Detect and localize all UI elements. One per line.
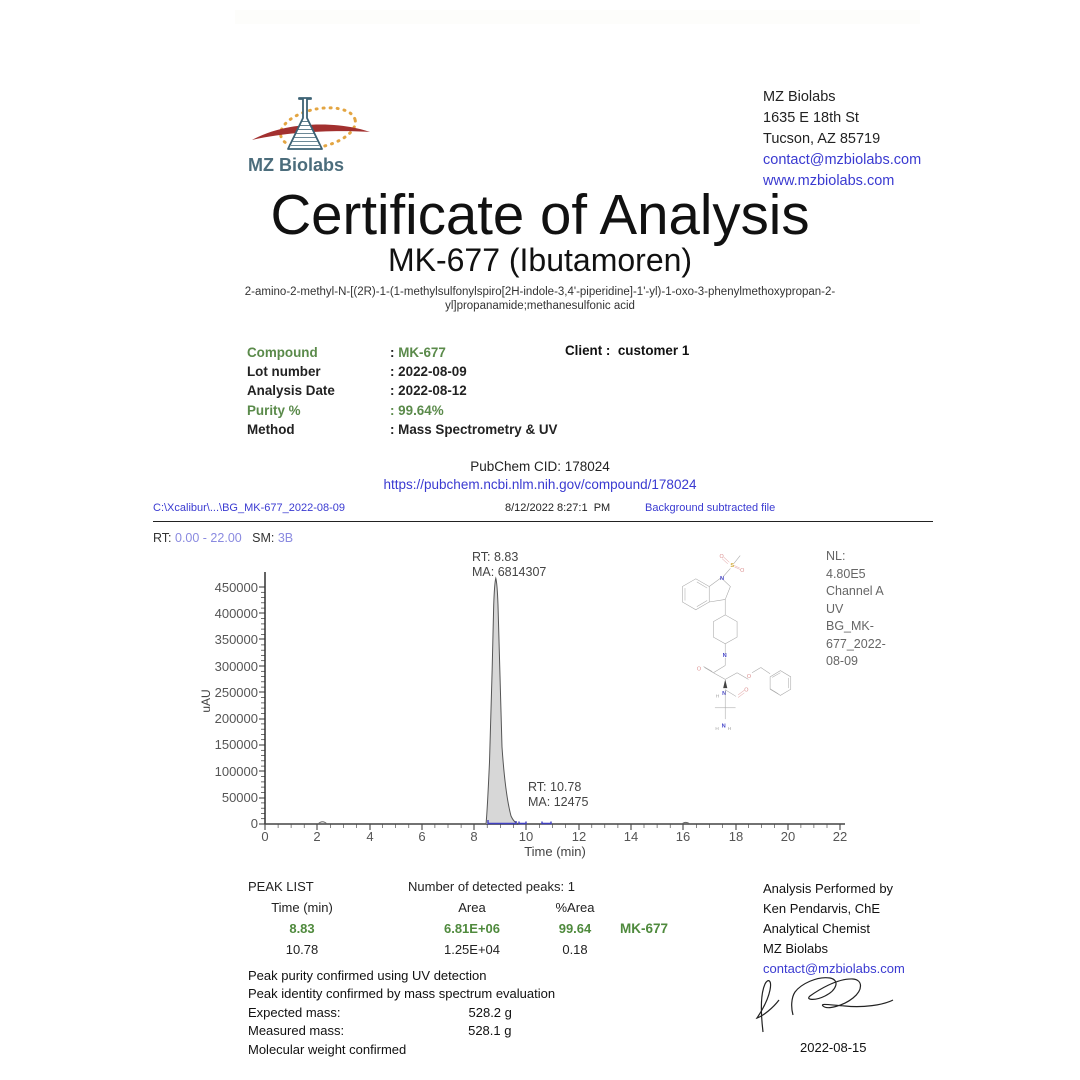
svg-text:O: O	[720, 554, 724, 560]
svg-text:150000: 150000	[215, 737, 258, 752]
svg-text:0: 0	[251, 816, 258, 831]
svg-text:22: 22	[833, 829, 847, 844]
svg-text:S: S	[730, 563, 734, 569]
svg-text:8: 8	[470, 829, 477, 844]
svg-text:0: 0	[261, 829, 268, 844]
svg-text:N: N	[720, 576, 724, 582]
svg-text:H: H	[715, 726, 718, 731]
svg-text:N: N	[722, 691, 726, 697]
svg-text:H: H	[716, 693, 719, 698]
svg-text:O: O	[744, 687, 748, 693]
svg-text:N: N	[722, 723, 726, 729]
svg-text:O: O	[740, 568, 744, 574]
svg-text:RT: 8.83: RT: 8.83	[472, 550, 518, 564]
svg-text:MA: 12475: MA: 12475	[528, 795, 589, 809]
svg-text:350000: 350000	[215, 632, 258, 647]
svg-text:16: 16	[676, 829, 690, 844]
svg-text:H: H	[728, 726, 731, 731]
svg-text:10: 10	[519, 829, 533, 844]
svg-text:300000: 300000	[215, 659, 258, 674]
svg-text:18: 18	[729, 829, 743, 844]
svg-text:Time (min): Time (min)	[524, 844, 586, 859]
svg-text:250000: 250000	[215, 685, 258, 700]
svg-text:50000: 50000	[222, 790, 258, 805]
svg-text:450000: 450000	[215, 580, 258, 595]
svg-text:100000: 100000	[215, 764, 258, 779]
svg-text:RT: 10.78: RT: 10.78	[528, 780, 581, 794]
svg-text:O: O	[747, 674, 751, 680]
svg-text:uAU: uAU	[199, 689, 213, 712]
svg-text:12: 12	[572, 829, 586, 844]
svg-text:N: N	[723, 653, 727, 659]
svg-text:O: O	[697, 667, 701, 673]
svg-text:14: 14	[624, 829, 638, 844]
svg-text:4: 4	[366, 829, 373, 844]
svg-text:20: 20	[781, 829, 795, 844]
svg-text:400000: 400000	[215, 606, 258, 621]
svg-text:MA: 6814307: MA: 6814307	[472, 565, 546, 579]
svg-text:200000: 200000	[215, 711, 258, 726]
svg-text:2: 2	[313, 829, 320, 844]
svg-text:6: 6	[418, 829, 425, 844]
